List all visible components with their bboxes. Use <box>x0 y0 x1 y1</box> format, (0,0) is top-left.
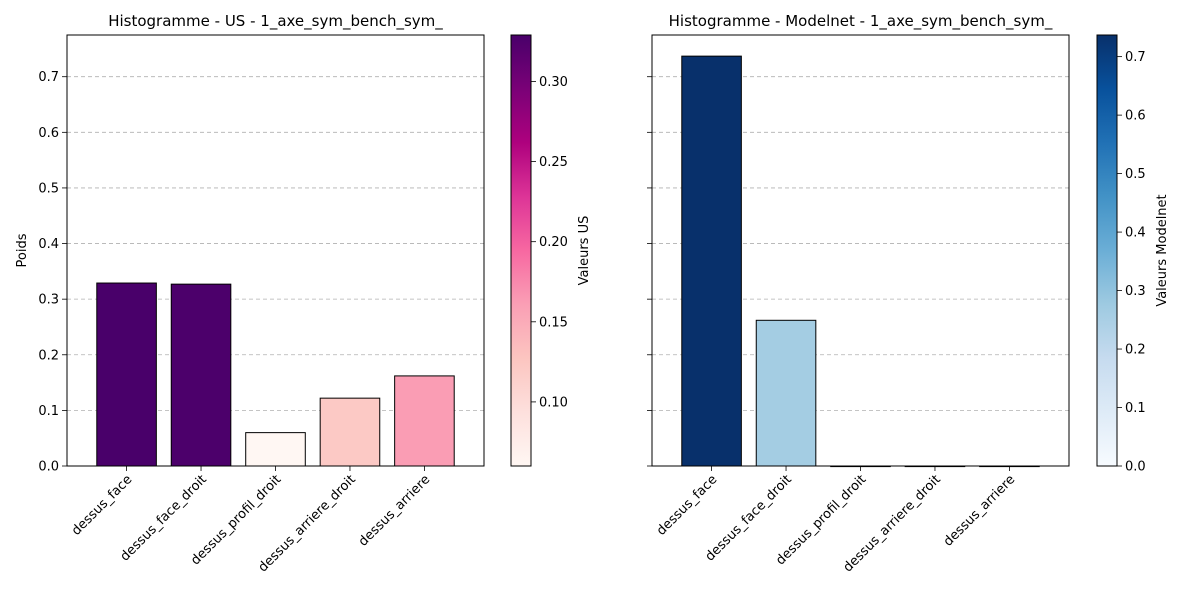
chart-panel-2: dessus_facedessus_face_droitdessus_profi… <box>647 12 1170 575</box>
y-tick-label: 0.2 <box>38 348 59 363</box>
colorbar <box>510 34 532 467</box>
bar-dessus-face-droit <box>755 319 817 467</box>
colorbar-tick-label: 0.20 <box>539 235 568 250</box>
x-tick-label: dessus_arriere <box>356 472 433 549</box>
y-tick-label: 0.1 <box>38 404 59 419</box>
y-tick-label: 0.4 <box>38 237 59 252</box>
bar-dessus-face-droit <box>170 283 232 467</box>
axes-frame <box>66 34 485 467</box>
y-tick-label: 0.5 <box>38 181 59 196</box>
bar-dessus-face <box>681 55 742 467</box>
x-tick-label: dessus_arriere <box>941 472 1018 549</box>
axes-frame <box>651 34 1070 467</box>
y-tick-label: 0.3 <box>38 293 59 308</box>
colorbar-tick-label: 0.4 <box>1125 226 1146 241</box>
colorbar-tick-label: 0.5 <box>1125 167 1146 182</box>
colorbar-tick-label: 0.3 <box>1125 284 1146 299</box>
colorbar <box>1096 34 1118 467</box>
bar-dessus-arriere-droit <box>319 397 381 467</box>
x-tick-label: dessus_face <box>654 472 720 538</box>
chart-panel-1: 0.0 0.1 0.2 0.3 0.4 0.5 0.6 0.7 dessus_face dessu… <box>15 12 592 575</box>
colorbar-tick-label: 0.15 <box>539 315 568 330</box>
colorbar-tick-label: 0.2 <box>1125 343 1146 358</box>
y-tick-label: 0.7 <box>38 70 59 85</box>
y-tick-label: 0.6 <box>38 126 59 141</box>
colorbar-tick-label: 0.0 <box>1125 460 1146 475</box>
colorbar-label: Valeurs Modelnet <box>1155 194 1170 306</box>
bar-dessus-profil-droit <box>245 432 306 467</box>
x-tick-label: dessus_face <box>69 472 135 538</box>
colorbar-tick-label: 0.7 <box>1125 50 1146 65</box>
bar-dessus-face <box>96 282 157 467</box>
colorbar-tick-label: 0.6 <box>1125 109 1146 124</box>
chart-title: Histogramme - US - 1_axe_sym_bench_sym_ <box>108 12 443 31</box>
colorbar-tick-label: 0.25 <box>539 155 568 170</box>
colorbar-tick-label: 0.1 <box>1125 401 1146 416</box>
y-tick-label: 0.0 <box>38 460 59 475</box>
colorbar-tick-label: 0.10 <box>539 395 568 410</box>
chart-title: Histogramme - Modelnet - 1_axe_sym_bench… <box>669 12 1053 31</box>
colorbar-label: Valeurs US <box>577 216 592 286</box>
y-axis-label: Poids <box>15 233 30 267</box>
bar-dessus-arriere <box>394 375 455 467</box>
colorbar-tick-label: 0.30 <box>539 75 568 90</box>
